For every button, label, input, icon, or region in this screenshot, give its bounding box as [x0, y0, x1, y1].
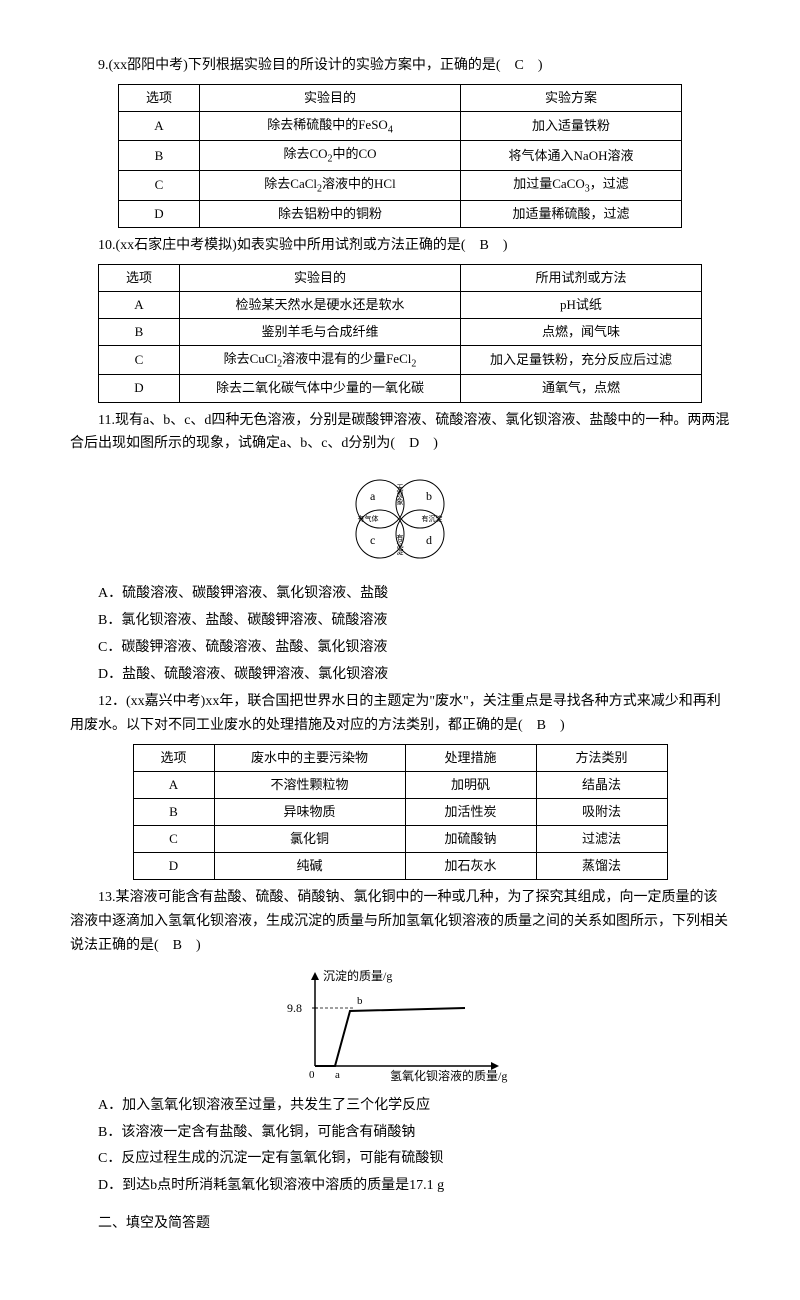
cell: 实验方案 — [461, 84, 682, 111]
cell: 除去CO2中的CO — [200, 141, 461, 171]
q10-text: 10.(xx石家庄中考模拟)如表实验中所用试剂或方法正确的是( B ) — [70, 234, 730, 258]
cell: 点燃，闻气味 — [461, 318, 702, 345]
table-row: B异味物质加活性炭吸附法 — [133, 799, 667, 826]
cell: A — [119, 111, 200, 141]
cell: 吸附法 — [536, 799, 667, 826]
cell: 不溶性颗粒物 — [214, 772, 405, 799]
cell: 蒸馏法 — [536, 853, 667, 880]
table-row: B鉴别羊毛与合成纤维点燃，闻气味 — [99, 318, 702, 345]
q9-text: 9.(xx邵阳中考)下列根据实验目的所设计的实验方案中，正确的是( C ) — [70, 54, 730, 78]
cell: D — [119, 200, 200, 227]
q11-opt-a: A．硫酸溶液、碳酸钾溶液、氯化钡溶液、盐酸 — [70, 582, 730, 606]
cell: 除去铝粉中的铜粉 — [200, 200, 461, 227]
label-bot3: 淀 — [397, 547, 404, 556]
q13-opt-a: A．加入氢氧化钡溶液至过量，共发生了三个化学反应 — [70, 1094, 730, 1118]
cell: 过滤法 — [536, 826, 667, 853]
table-row: 选项 实验目的 所用试剂或方法 — [99, 264, 702, 291]
cell: 废水中的主要污染物 — [214, 744, 405, 771]
q9-table: 选项 实验目的 实验方案 A除去稀硫酸中的FeSO4加入适量铁粉 B除去CO2中… — [118, 84, 682, 228]
origin: 0 — [309, 1069, 315, 1081]
cell: 加入适量铁粉 — [461, 111, 682, 141]
q12-table: 选项 废水中的主要污染物 处理措施 方法类别 A不溶性颗粒物加明矾结晶法 B异味… — [133, 744, 668, 880]
point-a: a — [335, 1069, 340, 1081]
cell: 选项 — [99, 264, 180, 291]
cell: 鉴别羊毛与合成纤维 — [180, 318, 461, 345]
label-c: c — [370, 533, 375, 547]
cell: pH试纸 — [461, 291, 702, 318]
cell: A — [133, 772, 214, 799]
ymark: 9.8 — [287, 1001, 302, 1015]
label-b: b — [426, 489, 432, 503]
table-row: D除去铝粉中的铜粉加适量稀硫酸，过滤 — [119, 200, 682, 227]
q11-venn-diagram: a b c d 无 现 象 有气体 有沉淀 有 沉 淀 — [70, 464, 730, 574]
cell: 加入足量铁粉，充分反应后过滤 — [461, 345, 702, 375]
table-row: A检验某天然水是硬水还是软水pH试纸 — [99, 291, 702, 318]
table-row: D除去二氧化碳气体中少量的一氧化碳通氧气，点燃 — [99, 375, 702, 402]
cell: 所用试剂或方法 — [461, 264, 702, 291]
cell: D — [133, 853, 214, 880]
cell: 加明矾 — [405, 772, 536, 799]
xlabel: 氢氧化钡溶液的质量/g — [390, 1068, 507, 1083]
cell: 纯碱 — [214, 853, 405, 880]
cell: C — [99, 345, 180, 375]
cell: B — [133, 799, 214, 826]
cell: 将气体通入NaOH溶液 — [461, 141, 682, 171]
label-right: 有沉淀 — [422, 514, 443, 523]
cell: 除去CaCl2溶液中的HCl — [200, 171, 461, 201]
label-a: a — [370, 489, 376, 503]
table-row: A不溶性颗粒物加明矾结晶法 — [133, 772, 667, 799]
table-row: 选项 废水中的主要污染物 处理措施 方法类别 — [133, 744, 667, 771]
label-top3: 象 — [397, 497, 404, 506]
cell: D — [99, 375, 180, 402]
q13-opt-b: B．该溶液一定含有盐酸、氯化铜，可能含有硝酸钠 — [70, 1121, 730, 1145]
table-row: D纯碱加石灰水蒸馏法 — [133, 853, 667, 880]
ylabel: 沉淀的质量/g — [323, 968, 392, 983]
cell: 方法类别 — [536, 744, 667, 771]
cell: 除去CuCl2溶液中混有的少量FeCl2 — [180, 345, 461, 375]
q11-opt-b: B．氯化钡溶液、盐酸、碳酸钾溶液、硫酸溶液 — [70, 609, 730, 633]
cell: 加硫酸钠 — [405, 826, 536, 853]
label-left: 有气体 — [358, 514, 379, 523]
cell: 实验目的 — [200, 84, 461, 111]
cell: B — [119, 141, 200, 171]
cell: C — [119, 171, 200, 201]
point-b: b — [357, 995, 363, 1007]
q13-text: 13.某溶液可能含有盐酸、硫酸、硝酸钠、氯化铜中的一种或几种，为了探究其组成，向… — [70, 886, 730, 957]
section-2-title: 二、填空及简答题 — [70, 1212, 730, 1236]
cell: 选项 — [133, 744, 214, 771]
label-d: d — [426, 533, 432, 547]
cell: 选项 — [119, 84, 200, 111]
q12-text: 12．(xx嘉兴中考)xx年，联合国把世界水日的主题定为"废水"，关注重点是寻找… — [70, 690, 730, 738]
q11-text: 11.现有a、b、c、d四种无色溶液，分别是碳酸钾溶液、硫酸溶液、氯化钡溶液、盐… — [70, 409, 730, 457]
q13-graph: 沉淀的质量/g 氢氧化钡溶液的质量/g 9.8 a b 0 — [70, 966, 730, 1086]
table-row: C氯化铜加硫酸钠过滤法 — [133, 826, 667, 853]
cell: B — [99, 318, 180, 345]
cell: 除去稀硫酸中的FeSO4 — [200, 111, 461, 141]
table-row: 选项 实验目的 实验方案 — [119, 84, 682, 111]
q10-table: 选项 实验目的 所用试剂或方法 A检验某天然水是硬水还是软水pH试纸 B鉴别羊毛… — [98, 264, 702, 403]
cell: 除去二氧化碳气体中少量的一氧化碳 — [180, 375, 461, 402]
cell: A — [99, 291, 180, 318]
q11-opt-d: D．盐酸、硫酸溶液、碳酸钾溶液、氯化钡溶液 — [70, 663, 730, 687]
cell: 氯化铜 — [214, 826, 405, 853]
table-row: C除去CaCl2溶液中的HCl加过量CaCO3，过滤 — [119, 171, 682, 201]
cell: C — [133, 826, 214, 853]
cell: 加石灰水 — [405, 853, 536, 880]
cell: 实验目的 — [180, 264, 461, 291]
cell: 加活性炭 — [405, 799, 536, 826]
table-row: B除去CO2中的CO将气体通入NaOH溶液 — [119, 141, 682, 171]
q13-opt-c: C．反应过程生成的沉淀一定有氢氧化铜，可能有硫酸钡 — [70, 1147, 730, 1171]
cell: 结晶法 — [536, 772, 667, 799]
q11-opt-c: C．碳酸钾溶液、硫酸溶液、盐酸、氯化钡溶液 — [70, 636, 730, 660]
table-row: C除去CuCl2溶液中混有的少量FeCl2加入足量铁粉，充分反应后过滤 — [99, 345, 702, 375]
table-row: A除去稀硫酸中的FeSO4加入适量铁粉 — [119, 111, 682, 141]
q13-opt-d: D．到达b点时所消耗氢氧化钡溶液中溶质的质量是17.1 g — [70, 1174, 730, 1198]
cell: 加适量稀硫酸，过滤 — [461, 200, 682, 227]
cell: 处理措施 — [405, 744, 536, 771]
cell: 检验某天然水是硬水还是软水 — [180, 291, 461, 318]
cell: 通氧气，点燃 — [461, 375, 702, 402]
cell: 异味物质 — [214, 799, 405, 826]
cell: 加过量CaCO3，过滤 — [461, 171, 682, 201]
